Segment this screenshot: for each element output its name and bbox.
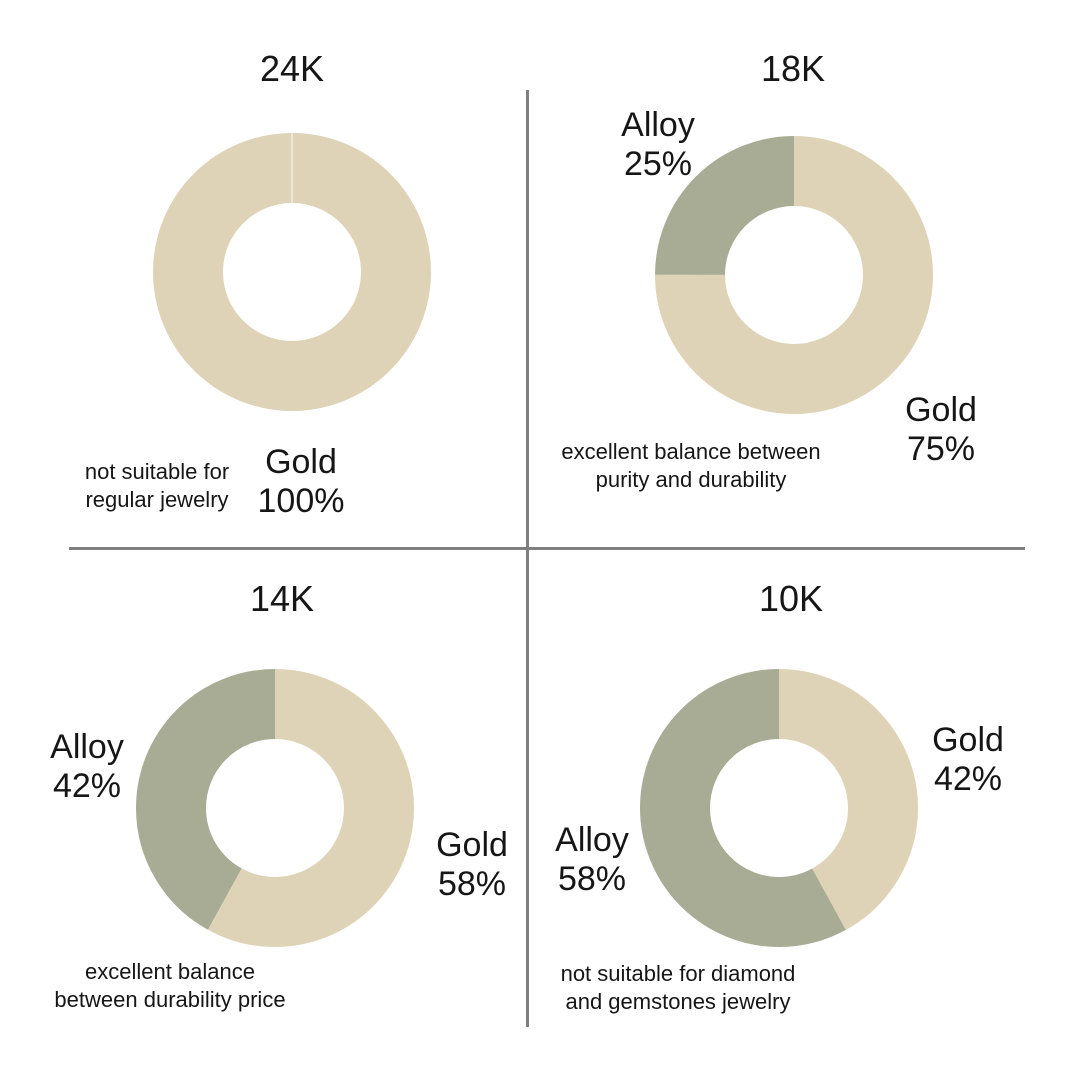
- slice-name: Gold: [905, 391, 977, 429]
- donut-slice-alloy: [136, 669, 414, 947]
- slice-name: Alloy: [621, 106, 695, 144]
- slice-name: Alloy: [50, 728, 124, 766]
- slice-percent: 75%: [906, 430, 976, 468]
- slice-name: Alloy: [555, 821, 629, 859]
- slice-label-alloy-18k: Alloy 25%: [621, 106, 695, 184]
- note-line: excellent balance between: [561, 439, 821, 464]
- chart-title-10k: 10K: [758, 578, 824, 619]
- donut-slice-alloy: [640, 669, 918, 947]
- note-line: between durability price: [54, 987, 286, 1012]
- slice-percent: 25%: [623, 145, 693, 183]
- chart-title-14k: 14K: [249, 578, 315, 619]
- slice-percent: 58%: [557, 860, 627, 898]
- slice-label-gold-14k: Gold 58%: [436, 826, 508, 904]
- donut-chart-14k: [136, 669, 414, 947]
- slice-percent: 58%: [437, 865, 507, 903]
- slice-label-gold-24k: Gold 100%: [258, 443, 345, 521]
- chart-note-24k: not suitable for regular jewelry: [85, 458, 229, 514]
- slice-name: Gold: [265, 443, 337, 481]
- slice-name: Gold: [436, 826, 508, 864]
- note-line: purity and durability: [595, 467, 787, 492]
- note-line: regular jewelry: [85, 487, 229, 512]
- slice-name: Gold: [932, 721, 1004, 759]
- chart-title-24k: 24K: [259, 48, 325, 89]
- donut-slice-alloy: [655, 136, 933, 414]
- slice-label-alloy-10k: Alloy 58%: [555, 821, 629, 899]
- chart-note-10k: not suitable for diamond and gemstones j…: [561, 960, 796, 1016]
- chart-note-14k: excellent balance between durability pri…: [54, 958, 285, 1014]
- note-line: excellent balance: [84, 959, 256, 984]
- slice-percent: 42%: [52, 767, 122, 805]
- note-line: not suitable for diamond: [560, 961, 796, 986]
- slice-percent: 100%: [257, 482, 345, 520]
- vertical-divider-line: [526, 90, 529, 1027]
- slice-label-gold-18k: Gold 75%: [905, 391, 977, 469]
- slice-label-gold-10k: Gold 42%: [932, 721, 1004, 799]
- donut-chart-10k: [640, 669, 918, 947]
- donut-chart-24k: [153, 133, 431, 411]
- slice-percent: 42%: [933, 760, 1003, 798]
- horizontal-divider-line: [69, 547, 1025, 550]
- note-line: not suitable for: [84, 459, 230, 484]
- chart-note-18k: excellent balance between purity and dur…: [561, 438, 820, 494]
- chart-title-18k: 18K: [760, 48, 826, 89]
- slice-label-alloy-14k: Alloy 42%: [50, 728, 124, 806]
- donut-chart-18k: [655, 136, 933, 414]
- note-line: and gemstones jewelry: [565, 989, 791, 1014]
